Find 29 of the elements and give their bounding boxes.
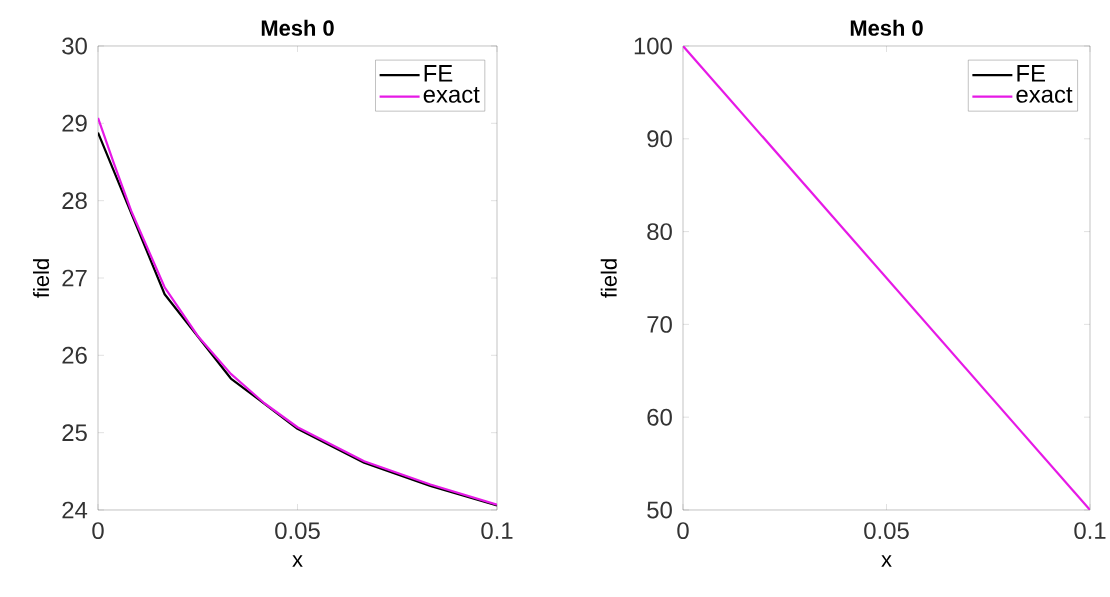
x-tick-label: 0.1 — [1074, 522, 1106, 540]
x-tick-label: 0 — [677, 522, 689, 540]
legend-label: exact — [1016, 87, 1073, 103]
y-tick-label: 100 — [634, 37, 672, 55]
y-axis-title: field — [33, 259, 50, 298]
y-tick-label: 50 — [647, 501, 672, 519]
y-tick-label: 90 — [647, 130, 672, 148]
y-tick-label: 28 — [62, 192, 87, 210]
x-tick-label: 0.05 — [275, 522, 320, 540]
x-axis-title: x — [292, 555, 303, 567]
x-tick-label: 0 — [92, 522, 104, 540]
y-tick-label: 25 — [62, 424, 87, 442]
y-tick-label: 60 — [647, 408, 672, 426]
y-tick-label: 70 — [647, 315, 672, 333]
y-tick-label: 27 — [62, 269, 87, 287]
legend-label: FE — [424, 65, 453, 82]
y-tick-label: 30 — [62, 37, 87, 55]
legend-label: FE — [1017, 65, 1045, 82]
y-tick-label: 80 — [647, 223, 672, 241]
x-tick-label: 0.05 — [864, 522, 909, 540]
legend-label: exact — [423, 87, 480, 103]
x-axis-title: x — [881, 555, 892, 567]
chart-title: Mesh 0 — [850, 19, 923, 36]
x-tick-label: 0.1 — [481, 522, 513, 540]
chart-title: Mesh 0 — [261, 19, 334, 36]
y-tick-label: 26 — [62, 346, 87, 364]
y-tick-label: 29 — [62, 114, 87, 132]
y-tick-label: 24 — [62, 501, 88, 519]
y-axis-title: field — [600, 259, 617, 298]
